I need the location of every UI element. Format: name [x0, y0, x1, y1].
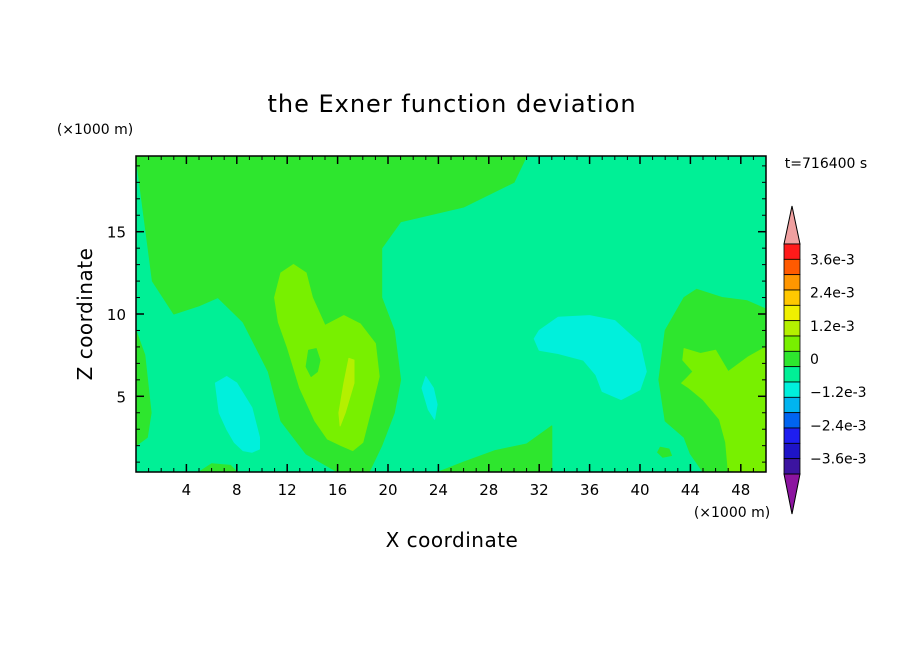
region-small-right-blob [657, 446, 672, 458]
z-unit-label: (×1000 m) [57, 122, 133, 138]
x-tick-label: 4 [182, 481, 192, 499]
x-tick-label: 8 [232, 481, 242, 499]
region-small-green-dot [305, 348, 321, 377]
colorbar-label: −3.6e-3 [810, 452, 867, 468]
y-tick-label: 10 [107, 306, 126, 324]
x-tick-label: 36 [580, 481, 599, 499]
colorbar-band [783, 335, 801, 352]
x-tick-label: 20 [378, 481, 397, 499]
x-tick-label: 40 [630, 481, 649, 499]
colorbar-label: 1.2e-3 [810, 319, 855, 335]
region-bottom-center-bump [437, 425, 553, 472]
x-tick-label: 24 [429, 481, 448, 499]
colorbar-label: 2.4e-3 [810, 286, 855, 302]
region-left-cyan-patch [214, 376, 260, 453]
colorbar-label: 3.6e-3 [810, 252, 855, 268]
colorbar-band [783, 381, 801, 398]
x-unit-label: (×1000 m) [694, 505, 770, 521]
x-tick-label: 12 [278, 481, 297, 499]
colorbar: 3.6e-3 2.4e-3 1.2e-3 0 −1.2e-3 −2.4e-3 −3.6e-3 [783, 205, 867, 515]
colorbar-band [783, 258, 801, 276]
colorbar-band [783, 427, 801, 444]
x-tick-label: 16 [328, 481, 347, 499]
region-bottom-small-strip [198, 463, 238, 472]
colorbar-band [783, 304, 801, 322]
colorbar-band [783, 274, 801, 291]
colorbar-top-arrow [783, 205, 801, 245]
chart-title: the Exner function deviation [267, 90, 636, 118]
colorbar-label: −1.2e-3 [810, 385, 867, 401]
region-yellow-streak [338, 357, 355, 427]
region-left-edge-strip [136, 330, 152, 447]
region-small-cyan-blob [421, 376, 438, 420]
colorbar-bottom-arrow [783, 473, 801, 515]
colorbar-band [783, 243, 801, 260]
colorbar-band [783, 442, 801, 460]
colorbar-band [783, 458, 801, 475]
x-axis-label: X coordinate [386, 528, 519, 552]
region-right-yellowgreen-lobe [681, 346, 766, 472]
colorbar-band [783, 289, 801, 306]
colorbar-band [783, 350, 801, 368]
x-tick-label: 48 [731, 481, 750, 499]
colorbar-band [783, 396, 801, 414]
x-tick-label: 28 [479, 481, 498, 499]
colorbar-band [783, 320, 801, 337]
y-tick-label: 5 [116, 388, 126, 406]
x-tick-label: 32 [530, 481, 549, 499]
region-upper-left-lobe [136, 156, 528, 472]
y-tick-label: 15 [107, 224, 126, 242]
region-right-cyan-patch [533, 315, 647, 401]
colorbar-label: −2.4e-3 [810, 418, 867, 434]
x-tick-label: 44 [681, 481, 700, 499]
colorbar-label: 0 [810, 352, 819, 368]
colorbar-band [783, 366, 801, 383]
region-central-yellowgreen-lobe [274, 264, 380, 452]
colorbar-band [783, 412, 801, 429]
y-axis-label: Z coordinate [73, 248, 97, 381]
time-label: t=716400 s [785, 156, 867, 172]
